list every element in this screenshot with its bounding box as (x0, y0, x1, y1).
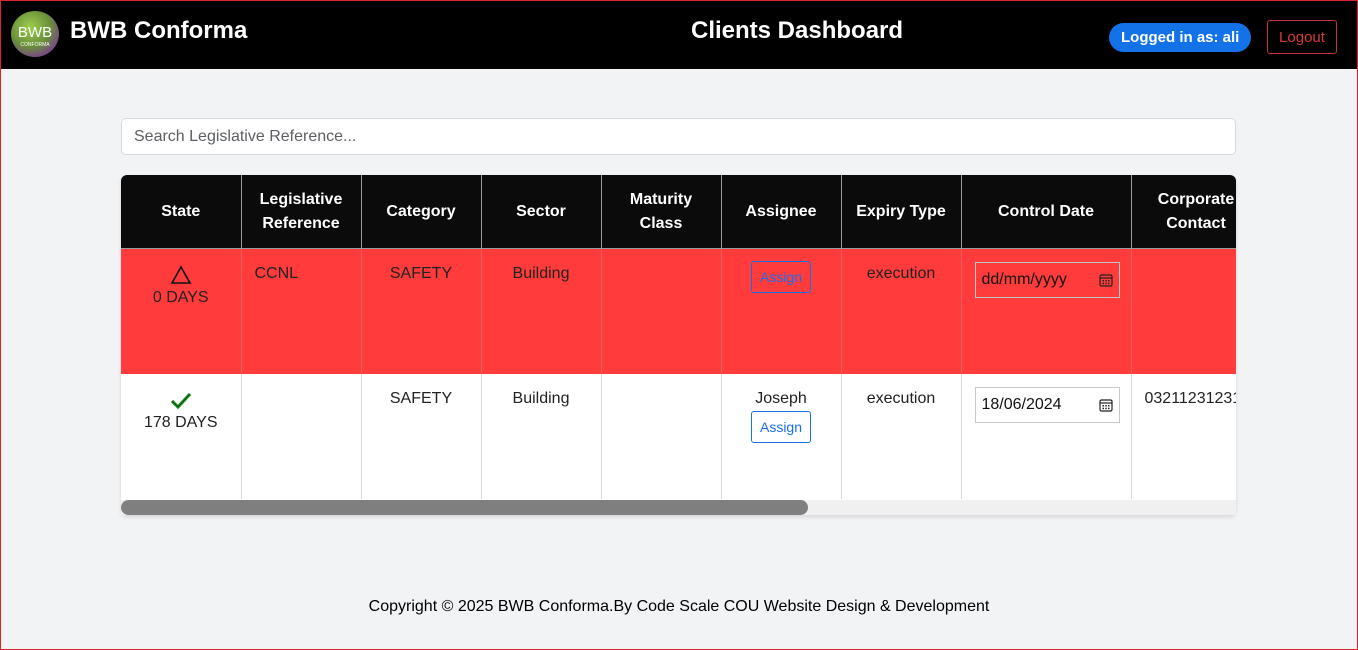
calendar-icon[interactable] (1098, 273, 1113, 287)
brand-logo[interactable]: BWB CONFORMA (10, 10, 60, 58)
state-days: 178 DAYS (143, 413, 218, 431)
assignee-cell: Assign (721, 248, 842, 374)
maturity-class-cell (601, 373, 722, 499)
horizontal-scrollbar-thumb[interactable] (121, 500, 808, 515)
control-date-cell: 18/06/2024 (961, 373, 1132, 499)
table-row: 178 DAYS SAFETY Building Joseph Assign e… (121, 373, 1236, 499)
category-cell: SAFETY (361, 373, 482, 499)
col-header-control-date[interactable]: Control Date (961, 175, 1132, 249)
footer-copyright: Copyright © 2025 BWB Conforma.By Code Sc… (368, 598, 990, 615)
sector-cell: Building (481, 373, 602, 499)
checkmark-icon (170, 392, 191, 409)
corporate-contact-cell: 03211231231 (1131, 373, 1236, 499)
control-date-input[interactable]: dd/mm/yyyy (974, 262, 1120, 298)
col-header-category[interactable]: Category (361, 175, 482, 249)
assign-button[interactable]: Assign (750, 261, 812, 293)
col-header-state[interactable]: State (121, 175, 242, 249)
svg-text:BWB: BWB (18, 24, 52, 41)
control-date-input[interactable]: 18/06/2024 (974, 386, 1120, 423)
user-badge: Logged in as: ali (1109, 23, 1252, 52)
table-header-row: State Legislative Reference Category Sec… (121, 175, 1236, 249)
brand-name[interactable]: BWB Conforma (70, 17, 248, 44)
legislative-reference-cell (241, 373, 362, 499)
category-cell: SAFETY (361, 248, 482, 374)
expiry-type-cell: execution (841, 248, 962, 374)
warning-triangle-icon (170, 265, 192, 284)
col-header-sector[interactable]: Sector (481, 175, 602, 249)
logout-button[interactable]: Logout (1267, 20, 1337, 54)
assignee-name: Joseph (755, 389, 807, 407)
expiry-type-cell: execution (841, 373, 962, 499)
legislative-reference-cell: CCNL (241, 248, 362, 374)
state-cell: 178 DAYS (121, 373, 242, 499)
assignee-cell: Joseph Assign (721, 373, 842, 499)
control-date-cell: dd/mm/yyyy (961, 248, 1132, 374)
table-row: 0 DAYS CCNL SAFETY Building Assign execu… (121, 248, 1236, 374)
state-cell: 0 DAYS (121, 248, 242, 374)
calendar-icon[interactable] (1098, 398, 1113, 412)
sector-cell: Building (481, 248, 602, 374)
clients-table: State Legislative Reference Category Sec… (121, 175, 1236, 499)
svg-text:CONFORMA: CONFORMA (20, 42, 50, 48)
assign-button[interactable]: Assign (750, 410, 812, 443)
col-header-expiry-type[interactable]: Expiry Type (841, 175, 962, 249)
corporate-contact-cell (1131, 248, 1236, 374)
state-days: 0 DAYS (152, 289, 209, 306)
control-date-value: dd/mm/yyyy (981, 271, 1067, 288)
page-title: Clients Dashboard (691, 17, 904, 44)
control-date-value: 18/06/2024 (981, 395, 1062, 413)
top-navbar: BWB CONFORMA BWB Conforma Clients Dashbo… (1, 1, 1357, 69)
maturity-class-cell (601, 248, 722, 374)
col-header-corporate-contact[interactable]: Corporate Contact (1131, 175, 1236, 249)
clients-table-container: State Legislative Reference Category Sec… (121, 175, 1236, 515)
search-input[interactable] (121, 118, 1236, 155)
col-header-maturity-class[interactable]: Maturity Class (601, 175, 722, 249)
col-header-legislative-reference[interactable]: Legislative Reference (241, 175, 362, 249)
col-header-assignee[interactable]: Assignee (721, 175, 842, 249)
